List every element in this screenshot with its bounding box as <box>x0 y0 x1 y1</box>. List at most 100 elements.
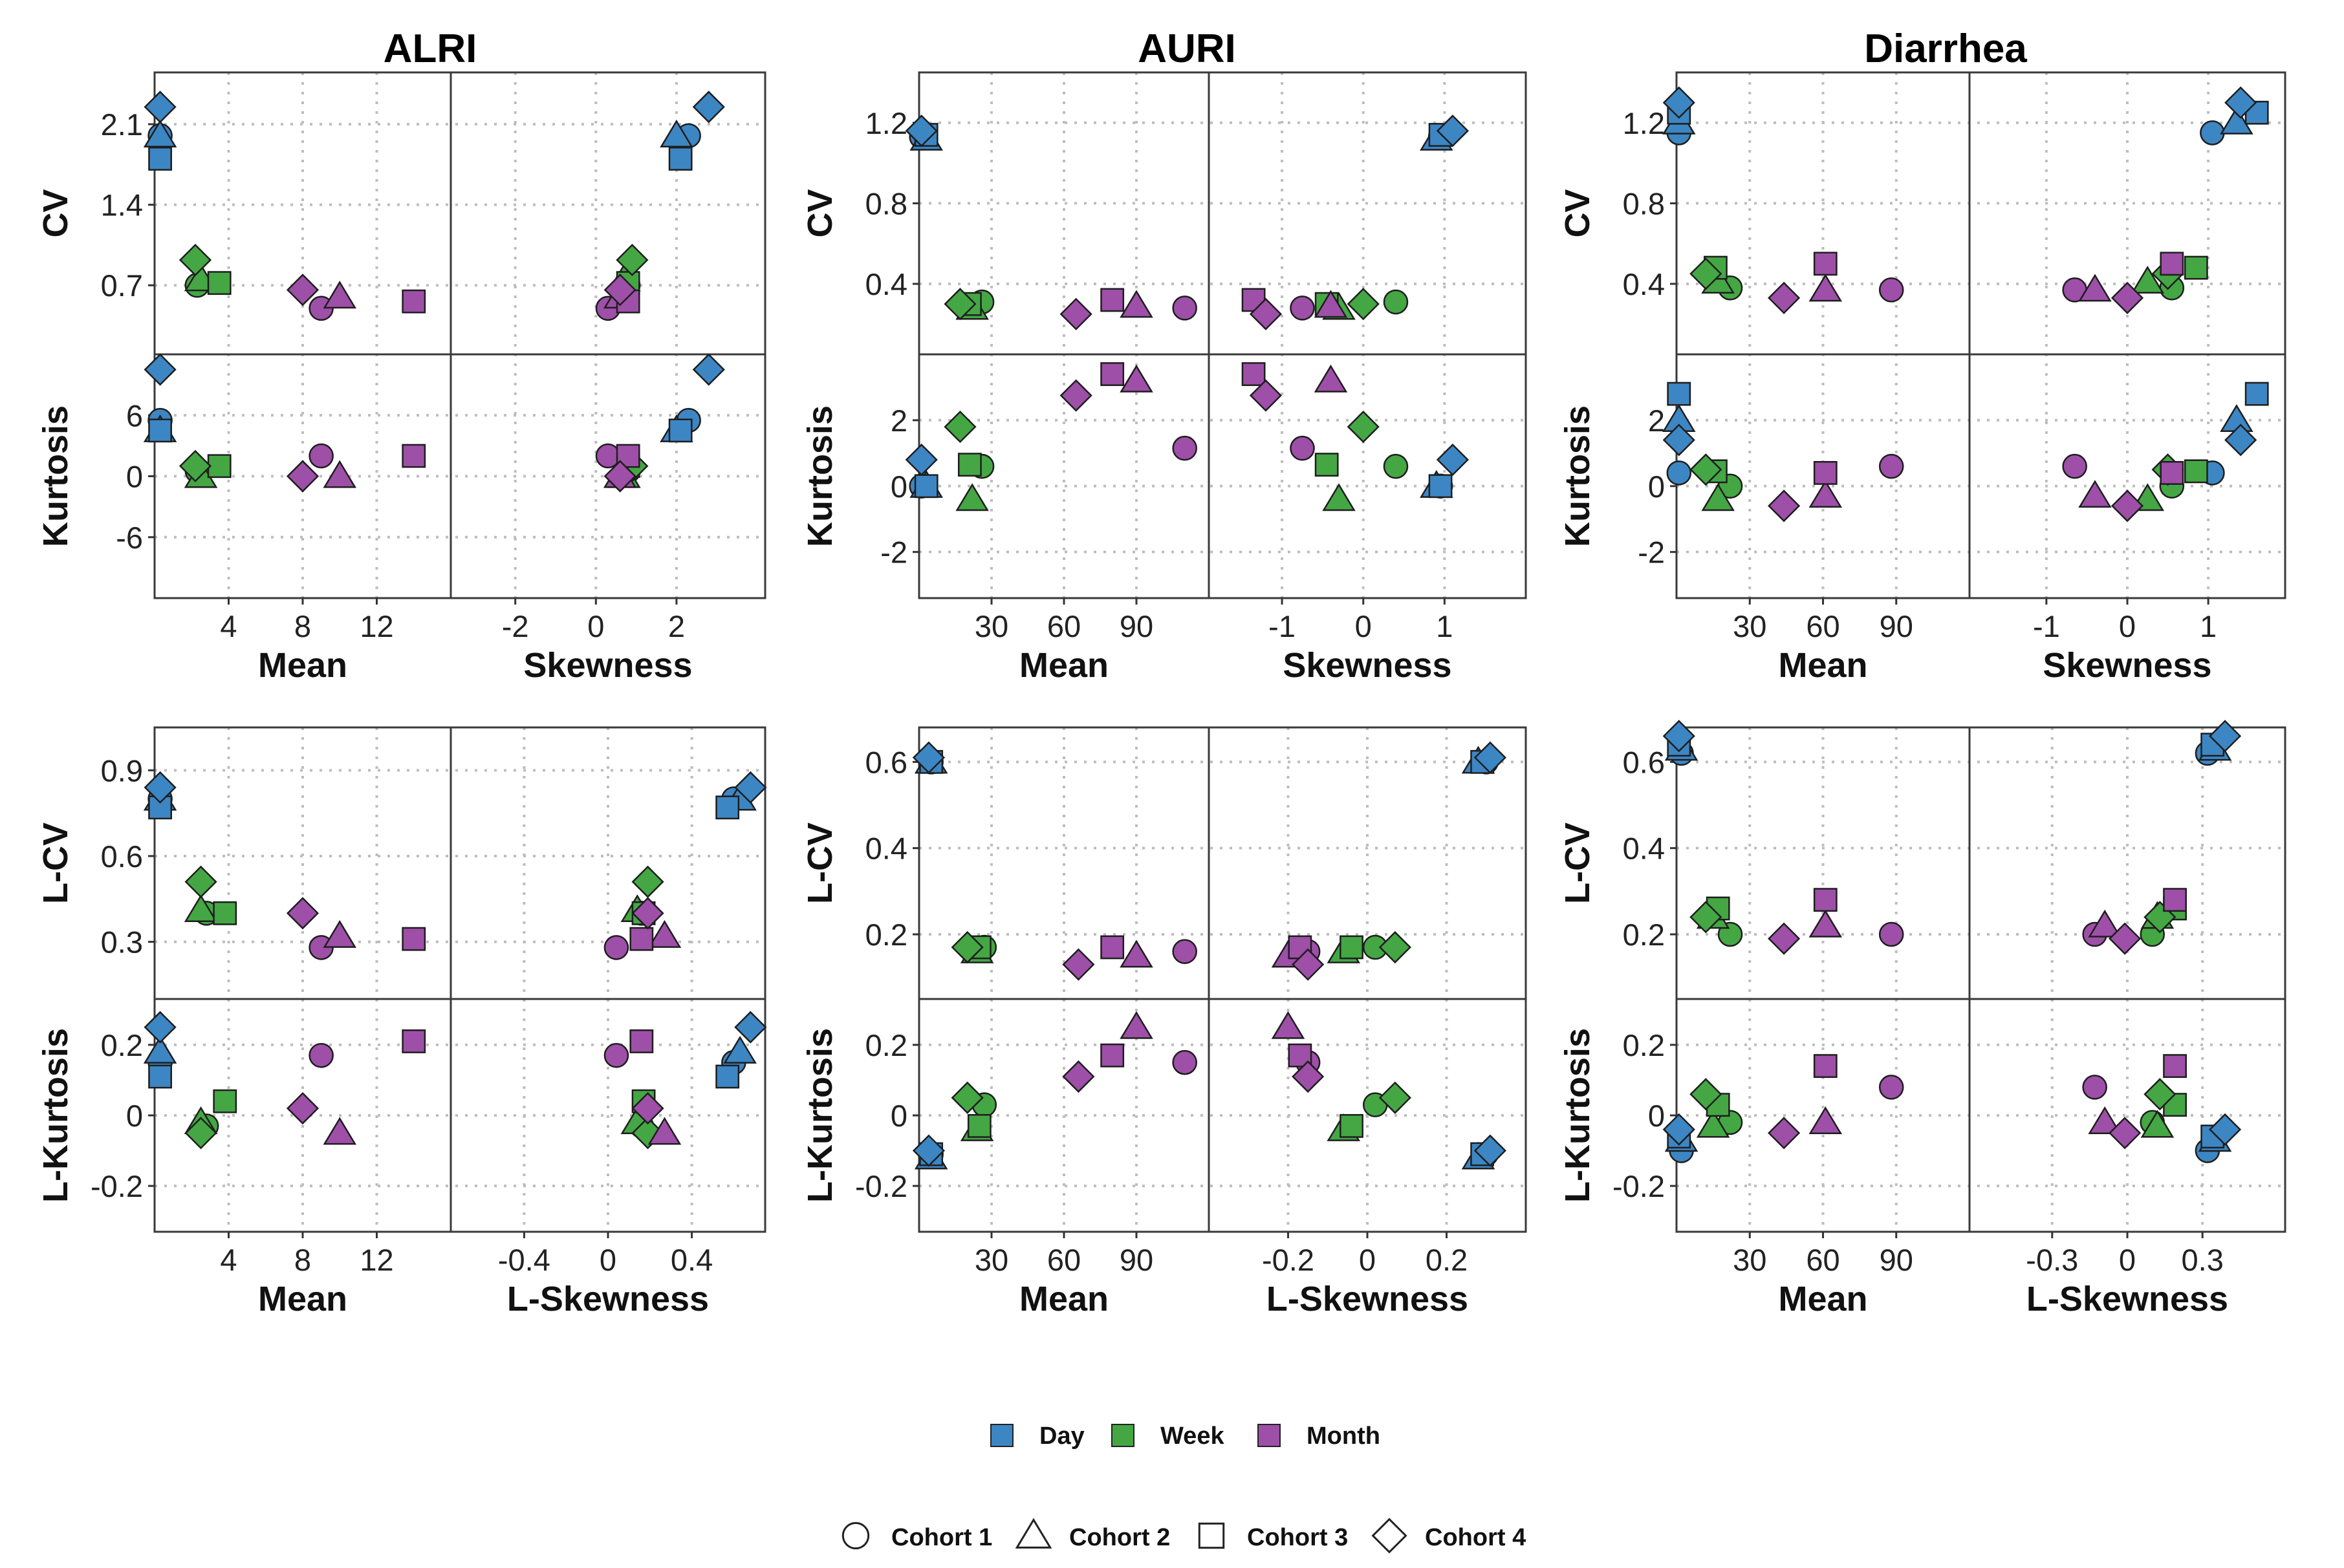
point-month-cohort-3 <box>1813 1054 1838 1079</box>
y-tick-label: 0.2 <box>1623 918 1665 952</box>
y-tick-label: 2 <box>1648 403 1665 438</box>
point-month-cohort-3 <box>402 927 426 951</box>
x-tick-label: -0.2 <box>1262 1243 1314 1277</box>
x-tick-label: 30 <box>1733 609 1766 643</box>
point-month-cohort-2 <box>2088 1106 2122 1134</box>
points-mean-vs-kurt <box>1662 1054 1904 1163</box>
point-week-cohort-2 <box>1322 483 1356 511</box>
point-day-cohort-4 <box>2208 1113 2242 1146</box>
legend-swatch-week <box>1111 1424 1134 1447</box>
x-tick-label: 1 <box>1436 609 1453 643</box>
points-mean-vs-cv <box>1662 720 1904 955</box>
point-month-cohort-2 <box>323 919 357 948</box>
point-day-cohort-4 <box>1662 424 1695 456</box>
x-axis-title-mean: Mean <box>1019 646 1109 685</box>
y-tick-label: 0 <box>1648 1099 1665 1133</box>
point-month-cohort-4 <box>631 1092 664 1125</box>
point-week-cohort-2 <box>2131 266 2165 294</box>
point-day-cohort-4 <box>1473 741 1506 774</box>
y-axis-title-l-cv: L-CV <box>801 822 840 904</box>
point-day-cohort-4 <box>144 353 177 386</box>
point-day-cohort-4 <box>2224 424 2257 456</box>
point-week-cohort-4 <box>184 1117 217 1150</box>
point-week-cohort-4 <box>616 243 649 277</box>
point-month-cohort-3 <box>2160 460 2184 485</box>
x-tick-label: 0 <box>587 609 604 643</box>
x-tick-label: 8 <box>294 1243 311 1277</box>
x-axis-title-mean: Mean <box>1778 646 1867 685</box>
legend-swatch-month <box>1257 1424 1281 1447</box>
point-day-cohort-3 <box>715 795 740 820</box>
point-week-cohort-3 <box>1314 453 1339 477</box>
points-skew-vs-cv <box>1271 741 1506 981</box>
point-month-cohort-4 <box>286 460 320 493</box>
y-tick-label: 0.4 <box>865 267 907 301</box>
point-day-cohort-3 <box>668 147 693 171</box>
points-skew-vs-cv <box>1241 114 1470 330</box>
point-month-cohort-1 <box>1172 1049 1197 1075</box>
point-month-cohort-1 <box>1290 435 1315 461</box>
points-skew-vs-cv <box>603 771 767 960</box>
y-axis-title-kurtosis: Kurtosis <box>36 405 75 547</box>
point-day-cohort-2 <box>143 1035 177 1064</box>
x-tick-label: 60 <box>1806 609 1839 643</box>
gridlines <box>919 72 1526 598</box>
point-day-cohort-4 <box>912 741 946 774</box>
legend-cohort-2-icon <box>1015 1518 1052 1549</box>
point-week-cohort-4 <box>179 449 212 482</box>
y-tick-label: 1.2 <box>1623 106 1665 140</box>
legend-swatch-day <box>990 1424 1014 1447</box>
point-month-cohort-4 <box>1292 1060 1325 1093</box>
col-title-auri: AURI <box>1138 27 1236 71</box>
point-week-cohort-4 <box>1347 410 1380 444</box>
x-tick-label: 0 <box>1355 609 1372 643</box>
point-month-cohort-3 <box>1100 288 1125 312</box>
point-day-cohort-4 <box>692 353 725 386</box>
point-week-cohort-3 <box>207 271 232 295</box>
x-tick-label: 90 <box>1880 609 1913 643</box>
point-month-cohort-2 <box>1271 1011 1305 1039</box>
panel-alri-l-moments: 4 8 12 Mean -0.4 0 0.4L-Skewness 0.3 0.6 0.9 L-CV -… <box>36 726 767 1318</box>
point-day-cohort-3 <box>148 418 172 443</box>
x-axis-title-mean: Mean <box>258 646 347 685</box>
gridlines <box>155 727 765 1232</box>
point-day-cohort-4 <box>1662 1113 1695 1146</box>
y-tick-label: 0.6 <box>865 745 907 779</box>
point-week-cohort-4 <box>1378 1081 1411 1114</box>
point-month-cohort-2 <box>647 919 682 948</box>
x-tick-label: 12 <box>360 609 393 643</box>
y-axis-title-cv: CV <box>36 189 75 237</box>
x-tick-label: 0 <box>2119 609 2136 643</box>
point-month-cohort-2 <box>2078 274 2112 302</box>
point-month-cohort-3 <box>629 1029 654 1053</box>
point-week-cohort-4 <box>2143 901 2176 934</box>
points-mean-vs-cv <box>912 741 1197 981</box>
point-month-cohort-3 <box>402 1029 426 1053</box>
legend-cohort-1-icon <box>841 1521 870 1550</box>
point-month-cohort-3 <box>1100 935 1125 960</box>
point-month-cohort-3 <box>1813 460 1838 485</box>
point-week-cohort-4 <box>631 865 664 898</box>
x-tick-label: -2 <box>502 609 529 643</box>
panel-frame <box>918 71 1527 599</box>
y-tick-label: 0 <box>891 469 907 504</box>
points-mean-vs-cv <box>1662 86 1904 314</box>
x-axis-title-l-skewness: L-Skewness <box>507 1280 709 1318</box>
x-tick-label: -1 <box>2033 609 2060 643</box>
point-day-cohort-3 <box>1428 474 1453 499</box>
point-month-cohort-4 <box>1768 489 1801 522</box>
panel-diarrhea-l-moments: 30 60 90 Mean -0.3 0 0.3L-Skewness 0.2 0.4 0.6 L-C… <box>1558 720 2286 1318</box>
y-axis-title-l-kurtosis: L-Kurtosis <box>36 1028 75 1203</box>
y-tick-label: -6 <box>116 521 143 555</box>
point-week-cohort-3 <box>213 1089 237 1113</box>
point-month-cohort-4 <box>603 274 636 306</box>
y-tick-label: 0.2 <box>865 1028 907 1062</box>
point-month-cohort-4 <box>286 897 320 930</box>
point-day-cohort-4 <box>912 1134 946 1167</box>
point-day-cohort-2 <box>723 1035 757 1064</box>
point-month-cohort-3 <box>402 289 426 314</box>
point-month-cohort-4 <box>1249 379 1283 412</box>
point-month-cohort-2 <box>1808 274 1843 302</box>
legend-label-cohort-2: Cohort 2 <box>1069 1524 1170 1551</box>
point-month-cohort-3 <box>1100 362 1125 386</box>
